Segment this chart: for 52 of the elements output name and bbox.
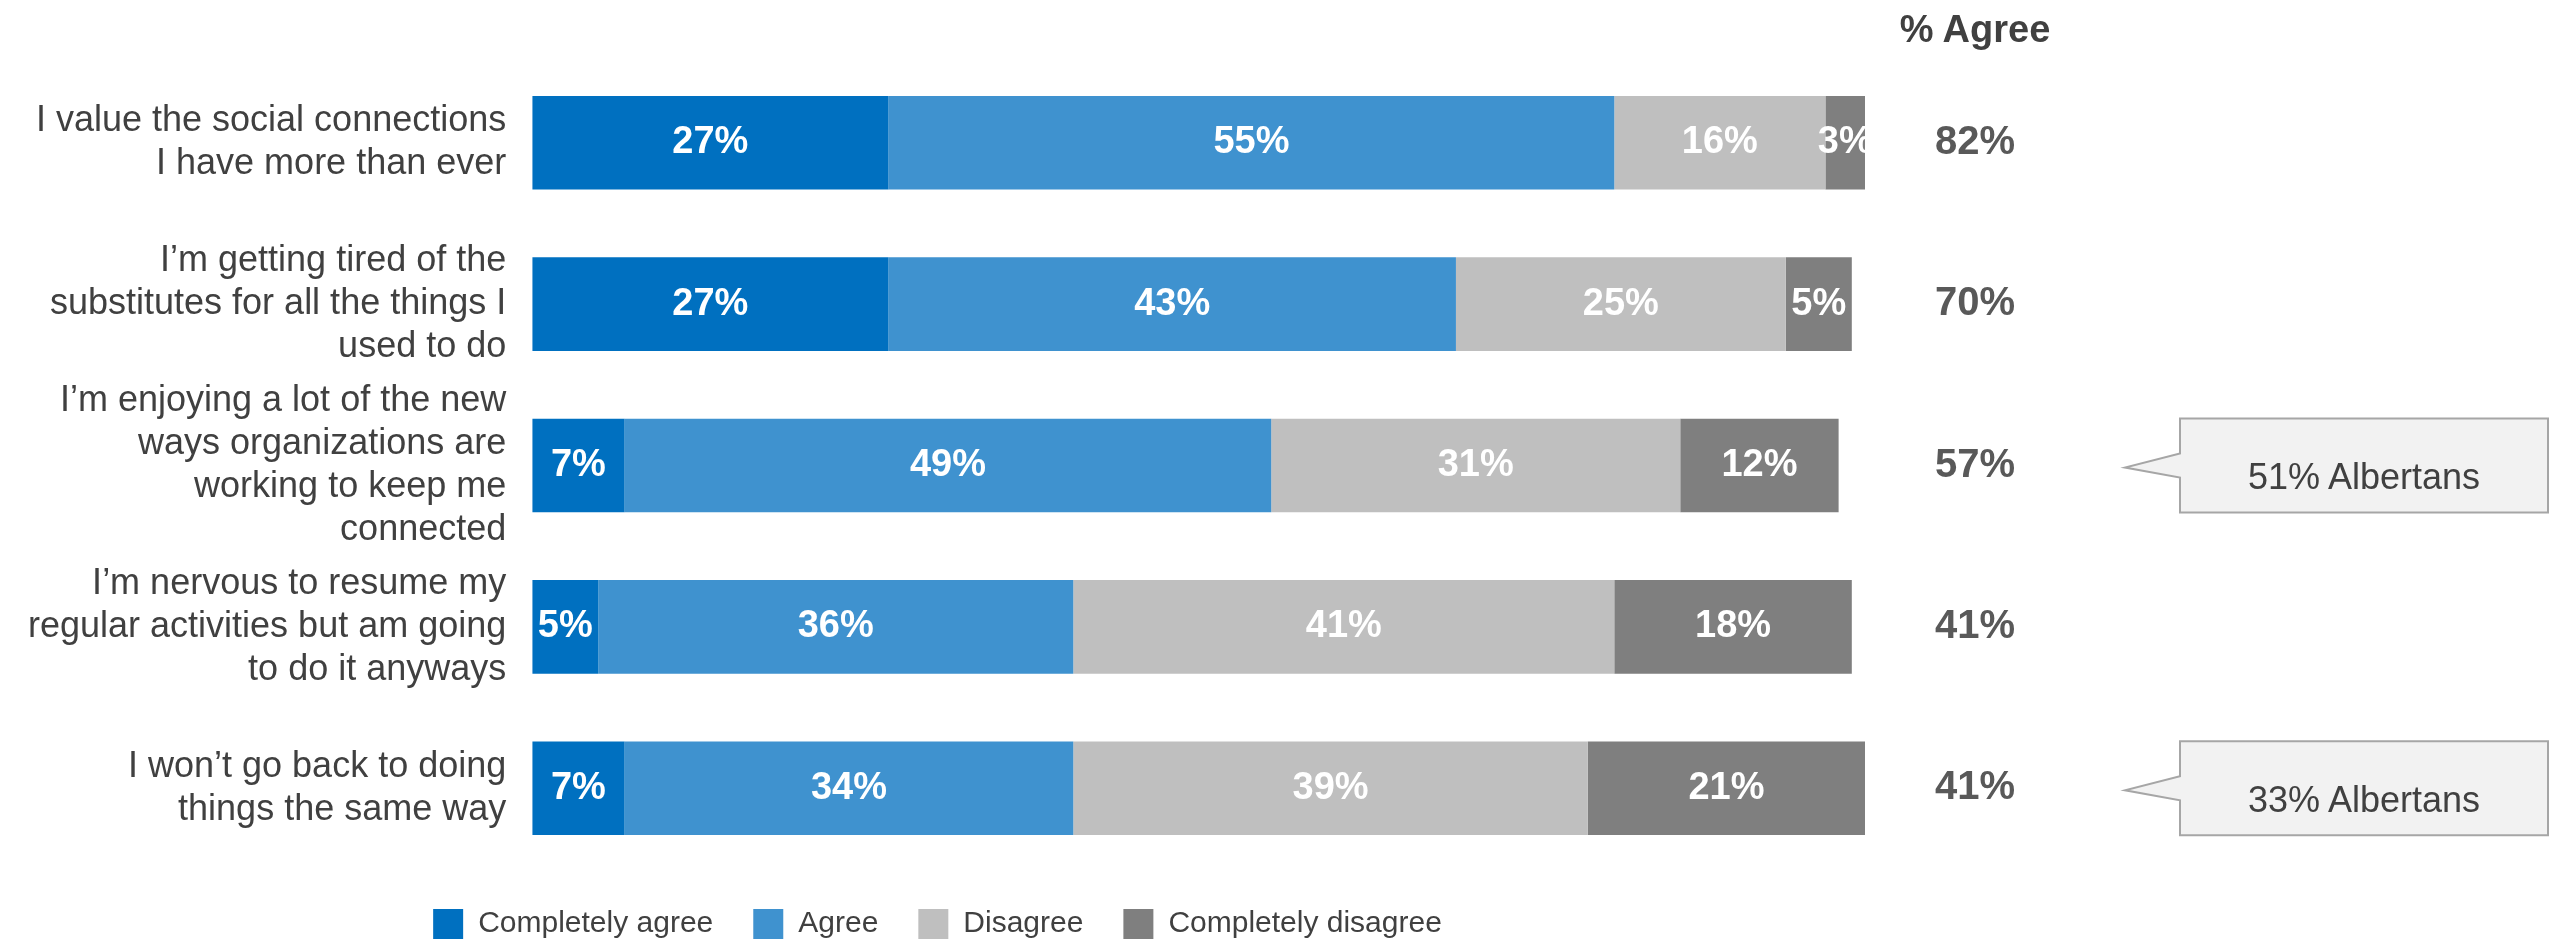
bar <box>1271 418 1681 513</box>
bar <box>624 418 1272 513</box>
bar <box>532 257 889 351</box>
bar <box>532 95 889 190</box>
text: 33% Albertans <box>2247 779 2481 821</box>
y-tick-label: I’m getting tired of the substitutes for all the things I used to do <box>50 237 507 366</box>
legend-label: Agree <box>798 905 879 939</box>
text: 70% <box>1934 279 2016 324</box>
data-label: 5% <box>1791 280 1847 323</box>
data-label: 7% <box>550 764 606 807</box>
data-label: 43% <box>1134 280 1211 323</box>
bar <box>1455 257 1786 351</box>
text: 57% <box>1934 440 2016 485</box>
data-label: 49% <box>909 441 986 484</box>
text: 51% Albertans <box>2247 456 2481 498</box>
data-label: 25% <box>1582 280 1659 323</box>
bar <box>1587 741 1865 836</box>
data-label: 27% <box>672 119 749 162</box>
data-label: 7% <box>550 441 606 484</box>
y-tick-label: I value the social connections I have more than ever <box>35 98 507 183</box>
bar <box>532 741 625 836</box>
data-label: 34% <box>810 764 887 807</box>
bar <box>598 580 1074 674</box>
data-label: 55% <box>1213 119 1290 162</box>
data-label: 16% <box>1681 119 1758 162</box>
y-tick-label: I’m nervous to resume my regular activities but am going to do it anyways <box>28 560 507 689</box>
bar <box>1614 580 1852 674</box>
legend-label: Completely agree <box>478 905 714 939</box>
bar <box>1073 580 1615 674</box>
data-label: 41% <box>1305 603 1382 646</box>
text: % Agree <box>1899 8 2051 51</box>
y-tick-label: I won’t go back to doing things the same way <box>128 743 507 828</box>
text: 41% <box>1934 763 2016 808</box>
data-label: 5% <box>537 603 593 646</box>
bar <box>624 741 1074 836</box>
text: 41% <box>1934 601 2016 646</box>
legend-label: Completely disagree <box>1168 905 1442 939</box>
data-label: 39% <box>1292 764 1369 807</box>
text: 82% <box>1934 117 2016 162</box>
bar <box>888 95 1615 190</box>
y-tick-label: I’m enjoying a lot of the new ways organizations are working to keep me connected <box>59 377 508 549</box>
bar <box>532 418 625 513</box>
bar <box>1073 741 1588 836</box>
legend-label: Disagree <box>963 905 1084 939</box>
bar <box>888 257 1456 351</box>
data-label: 31% <box>1437 441 1514 484</box>
data-label: 27% <box>672 280 749 323</box>
data-label: 21% <box>1688 764 1765 807</box>
data-label: 12% <box>1721 441 1798 484</box>
data-label: 18% <box>1695 603 1772 646</box>
data-label: 36% <box>797 603 874 646</box>
bar <box>1680 418 1839 513</box>
